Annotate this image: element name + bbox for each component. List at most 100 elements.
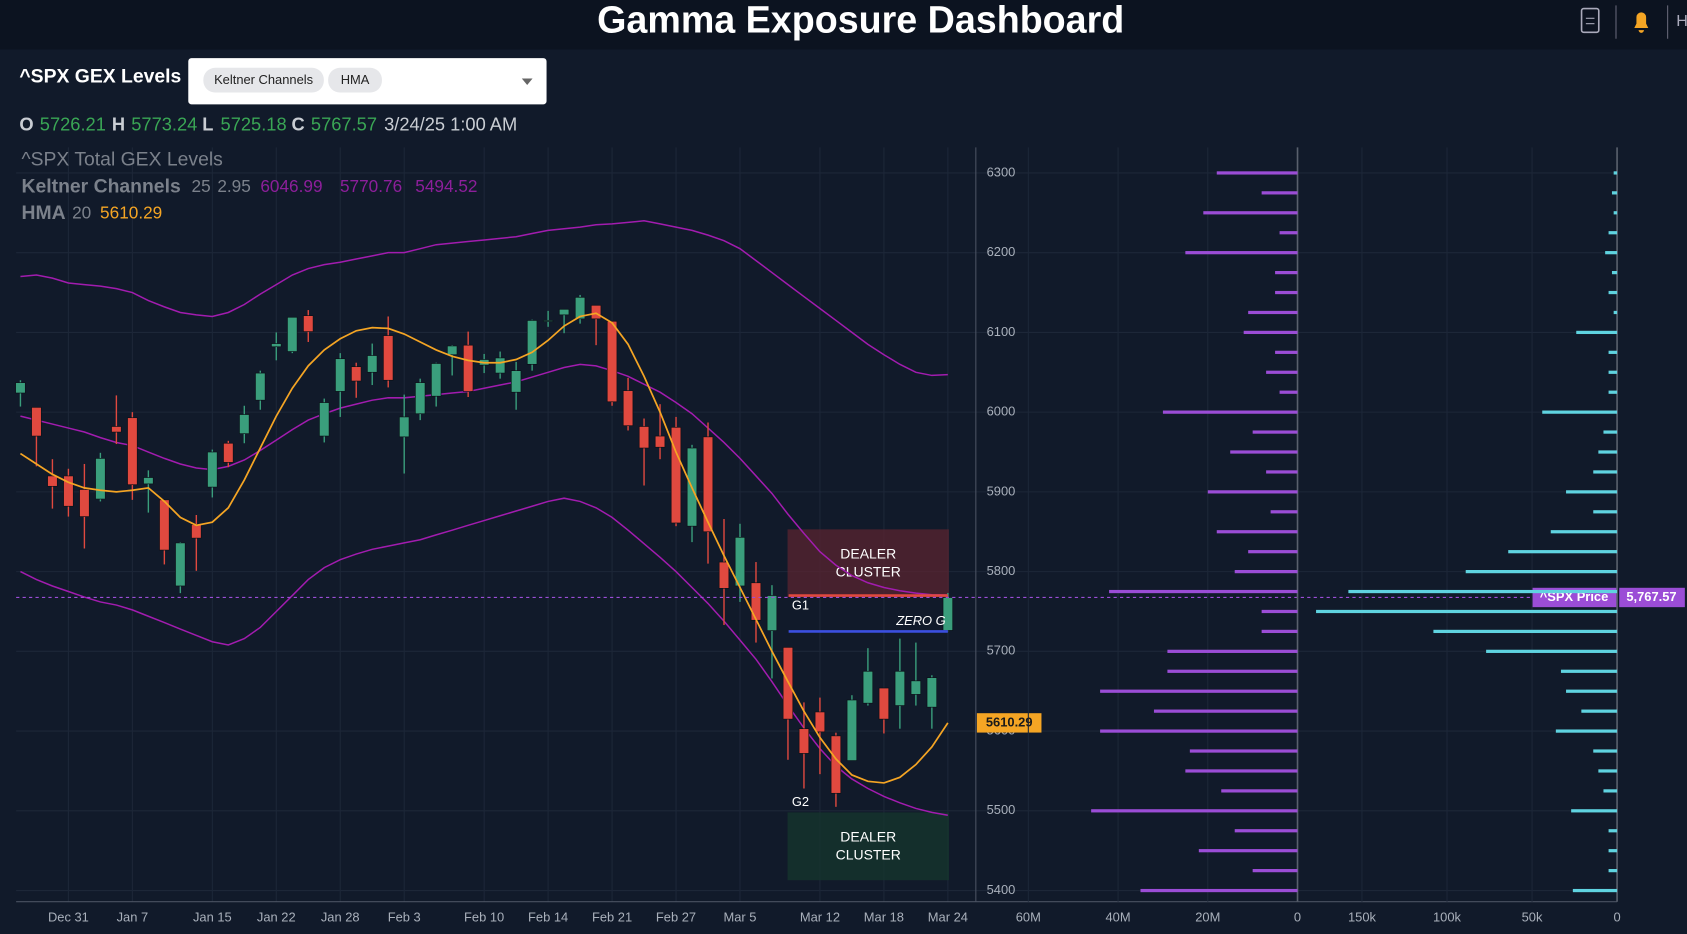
price-tag [1619, 587, 1685, 608]
gex-bar [1261, 191, 1298, 195]
candle-body [910, 680, 922, 695]
gex-bar [1216, 530, 1298, 534]
gex-bar [1598, 769, 1618, 773]
x-tick-label: Mar 12 [800, 909, 840, 924]
gex-bar [1275, 350, 1298, 354]
gex-bar [1109, 589, 1298, 594]
x-tick-label: Feb 21 [592, 909, 632, 924]
gex-bar [1572, 888, 1618, 893]
x-tick-label: 40M [1106, 909, 1131, 924]
candle-body [287, 316, 298, 352]
zone-label: CLUSTER [836, 847, 901, 863]
gex-bar [1348, 589, 1618, 594]
candle-body [702, 436, 714, 533]
ohlc-value: 5767.57 [311, 114, 377, 135]
gex-bar [1167, 669, 1298, 673]
dropdown-caret[interactable] [521, 78, 533, 86]
gex-bar [1608, 869, 1618, 873]
gex-bar [1593, 510, 1618, 514]
indicator-line [20, 220, 948, 377]
legend-value: 6046.99 [260, 176, 322, 196]
candle-body [462, 344, 474, 392]
doc-icon[interactable] [1580, 7, 1600, 34]
indicator-dropdown[interactable]: Keltner Channels HMA [188, 58, 547, 105]
candle-body [526, 320, 538, 365]
gex-bar [1230, 450, 1298, 454]
gex-bar [1486, 649, 1618, 653]
gex-bar [1576, 330, 1618, 335]
ohlc-value: 5726.21 [40, 114, 106, 135]
candle-body [814, 711, 826, 733]
y-tick-label: 5500 [987, 802, 1016, 817]
gex-bar [1203, 211, 1298, 215]
candle-body [542, 320, 554, 322]
candle-body [718, 561, 730, 589]
gex-bar [1608, 829, 1618, 833]
ohlc-bar: O 5726.21 H 5773.24 L 5725.18 C 5767.57 … [19, 114, 517, 135]
zone-label: DEALER [840, 545, 896, 561]
chip[interactable] [203, 67, 324, 93]
menu-letter[interactable]: H [1676, 12, 1687, 30]
y-tick-label: 5400 [987, 882, 1016, 897]
zone-label: DEALER [840, 828, 896, 844]
x-tick-label: 60M [1016, 909, 1041, 924]
gex-bar [1234, 829, 1298, 833]
legend-param: 20 [72, 203, 91, 223]
x-tick-label: Jan 22 [257, 909, 296, 924]
x-tick-label: 50k [1522, 909, 1543, 924]
candle-body [670, 426, 682, 524]
candle-body [319, 402, 330, 437]
legend-value: 5770.76 [340, 176, 402, 196]
y-tick-label: 6300 [987, 164, 1016, 179]
gex-bar [1581, 709, 1618, 713]
candle-body [95, 458, 106, 500]
gex-bar [1603, 430, 1618, 434]
x-tick-label: Jan 28 [321, 909, 360, 924]
gex-bar [1608, 849, 1618, 853]
gex-bar [1266, 370, 1298, 374]
gex-bar [1189, 749, 1298, 753]
y-tick-label: 6000 [987, 404, 1016, 419]
x-tick-label: 0 [1294, 909, 1301, 924]
gex-bar [1243, 330, 1298, 335]
gex-bar [1162, 410, 1298, 414]
candle-body [159, 499, 170, 551]
candle-body [447, 345, 458, 356]
gex-bar [1433, 629, 1618, 634]
candle-body [127, 417, 138, 486]
candle-body [926, 677, 938, 708]
ohlc-letter: C [292, 114, 305, 135]
doc-icon-body[interactable] [1580, 7, 1600, 34]
gex-bar [1091, 809, 1298, 813]
candle-body [750, 582, 762, 621]
candle-body [367, 355, 378, 373]
x-tick-label: Feb 10 [464, 909, 504, 924]
gex-bar [1185, 251, 1298, 255]
ohlc-letter: H [112, 114, 125, 135]
gex-bar [1550, 530, 1618, 534]
candle-body [175, 542, 186, 587]
x-tick-label: Mar 5 [723, 909, 756, 924]
legend-param: 25 [192, 176, 211, 196]
dealer-zone [787, 812, 949, 881]
chip-label: HMA [341, 72, 370, 87]
chip[interactable] [328, 67, 382, 93]
x-tick-label: Feb 14 [528, 909, 568, 924]
gex-bar [1593, 470, 1618, 474]
gex-bar [1275, 290, 1298, 295]
gex-bar [1566, 689, 1618, 693]
chip-label: Keltner Channels [214, 72, 313, 87]
plot-area: Dec 31 Jan 7 Jan 15 Jan 22 Jan 28 Feb 3 Feb 10… [15, 147, 1685, 924]
gex-bar [1252, 869, 1298, 873]
candle-body [798, 728, 810, 754]
x-tick-label: 150k [1348, 909, 1377, 924]
bell-icon[interactable] [1634, 12, 1649, 33]
candle-body [431, 363, 442, 397]
candle-body [15, 382, 26, 394]
candle-body [271, 343, 282, 348]
candle-body [79, 489, 90, 517]
x-tick-label: Mar 24 [928, 909, 968, 924]
x-tick-label: 100k [1433, 909, 1462, 924]
gex-bar [1611, 191, 1618, 195]
y-tick-label: 5900 [987, 483, 1016, 498]
